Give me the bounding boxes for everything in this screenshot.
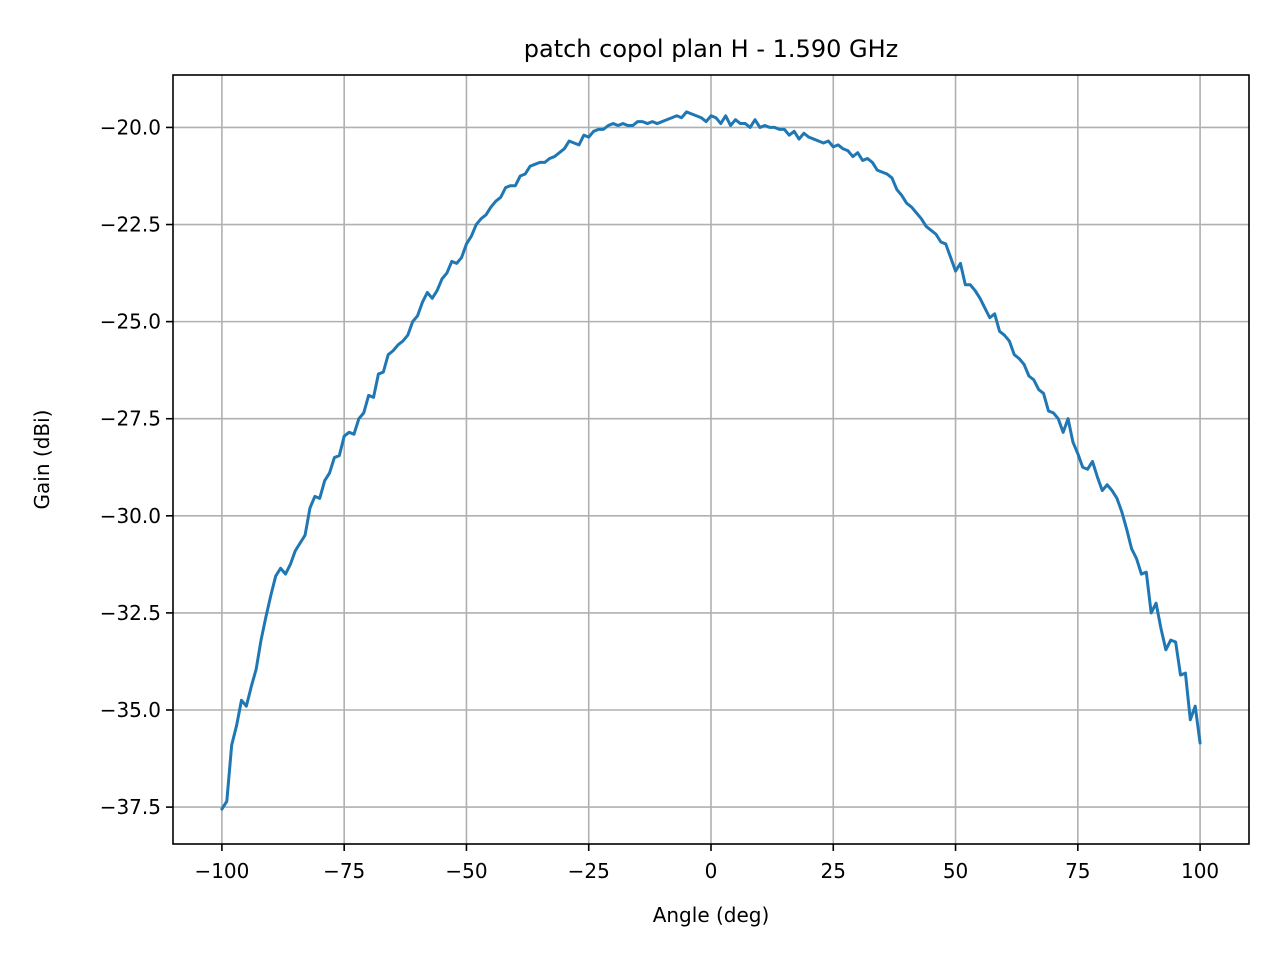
grid — [173, 75, 1249, 844]
x-axis-ticks: −100 −75 −50 −25 0 25 50 75 100 — [194, 844, 1219, 883]
gain-series-line — [220, 110, 1202, 811]
x-tick-label: 100 — [1181, 859, 1219, 883]
y-tick-label: −32.5 — [100, 601, 161, 625]
y-tick-label: −22.5 — [100, 213, 161, 237]
x-tick-label: −50 — [445, 859, 487, 883]
x-tick-label: −75 — [323, 859, 365, 883]
y-tick-label: −20.0 — [100, 115, 161, 139]
y-tick-label: −25.0 — [100, 310, 161, 334]
x-tick-label: −100 — [194, 859, 249, 883]
y-tick-label: −37.5 — [100, 795, 161, 819]
y-tick-label: −30.0 — [100, 504, 161, 528]
y-axis-ticks: −20.0 −22.5 −25.0 −27.5 −30.0 −32.5 −35.0 −37.5 — [100, 115, 173, 819]
y-tick-label: −35.0 — [100, 698, 161, 722]
x-axis-label: Angle (deg) — [653, 903, 770, 927]
x-tick-label: −25 — [568, 859, 610, 883]
x-tick-label: 0 — [705, 859, 718, 883]
x-tick-label: 25 — [821, 859, 846, 883]
x-tick-label: 75 — [1065, 859, 1090, 883]
y-axis-label: Gain (dBi) — [30, 410, 54, 510]
chart-title: patch copol plan H - 1.590 GHz — [524, 35, 898, 63]
series-layer — [220, 110, 1202, 811]
y-tick-label: −27.5 — [100, 407, 161, 431]
x-tick-label: 50 — [943, 859, 968, 883]
